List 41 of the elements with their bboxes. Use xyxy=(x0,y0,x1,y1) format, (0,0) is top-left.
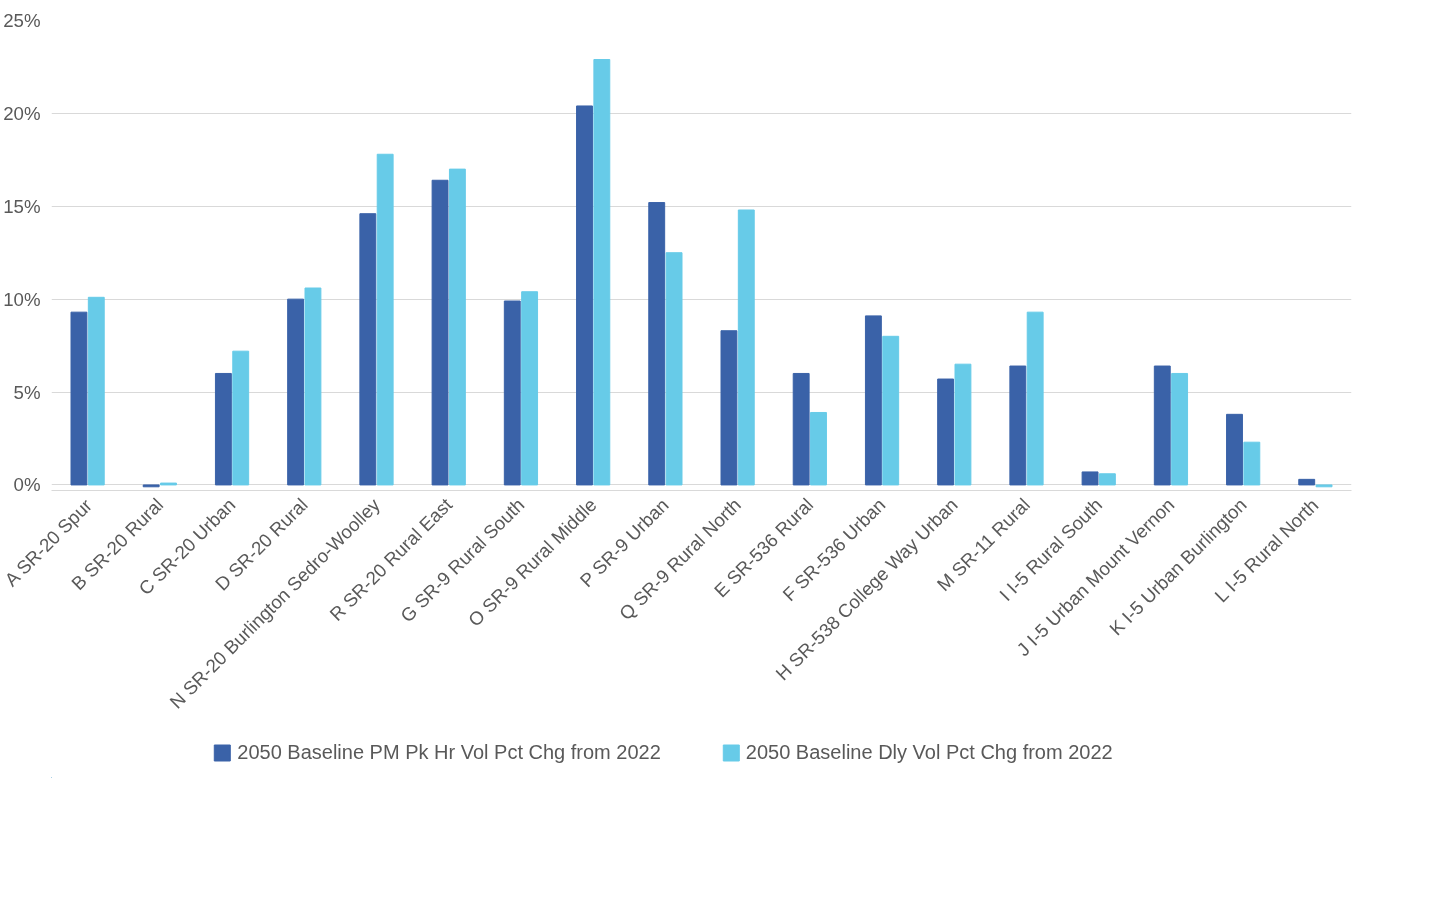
bar xyxy=(431,179,449,486)
bar xyxy=(576,105,593,486)
y-tick-label: 25% xyxy=(3,10,41,31)
bar xyxy=(810,411,827,486)
bar xyxy=(304,287,322,486)
legend-label: 2050 Baseline Dly Vol Pct Chg from 2022 xyxy=(745,740,1113,764)
bar xyxy=(665,252,683,486)
y-tick-label: 5% xyxy=(13,381,41,403)
bar xyxy=(937,378,955,486)
y-tick-label: 0% xyxy=(13,474,41,496)
bar xyxy=(1153,365,1171,486)
legend-label: 2050 Baseline PM Pk Hr Vol Pct Chg from 2022 xyxy=(237,740,661,764)
bar xyxy=(376,153,394,486)
bar xyxy=(1009,365,1027,486)
bar xyxy=(214,372,232,486)
bar xyxy=(70,311,88,486)
bar xyxy=(882,335,900,486)
bar xyxy=(954,363,972,486)
y-tick-label: 20% xyxy=(3,102,41,124)
bar xyxy=(1243,441,1261,486)
bar xyxy=(593,59,611,486)
bar xyxy=(448,168,466,486)
bar xyxy=(1298,478,1316,486)
bar xyxy=(737,209,755,486)
bar xyxy=(1081,471,1099,486)
bar xyxy=(1098,473,1116,486)
bar xyxy=(87,296,105,486)
bar xyxy=(1026,311,1044,486)
bar xyxy=(864,315,882,486)
bar xyxy=(1171,372,1189,486)
y-tick-label: 10% xyxy=(3,288,41,310)
bar xyxy=(521,291,539,486)
y-tick-label: 15% xyxy=(3,195,41,217)
bar xyxy=(232,350,250,486)
bar xyxy=(359,213,377,486)
bar xyxy=(1226,413,1243,486)
bar xyxy=(503,300,521,486)
bar xyxy=(287,298,305,486)
bar xyxy=(648,202,666,486)
bar xyxy=(720,330,738,486)
bar xyxy=(792,372,810,486)
